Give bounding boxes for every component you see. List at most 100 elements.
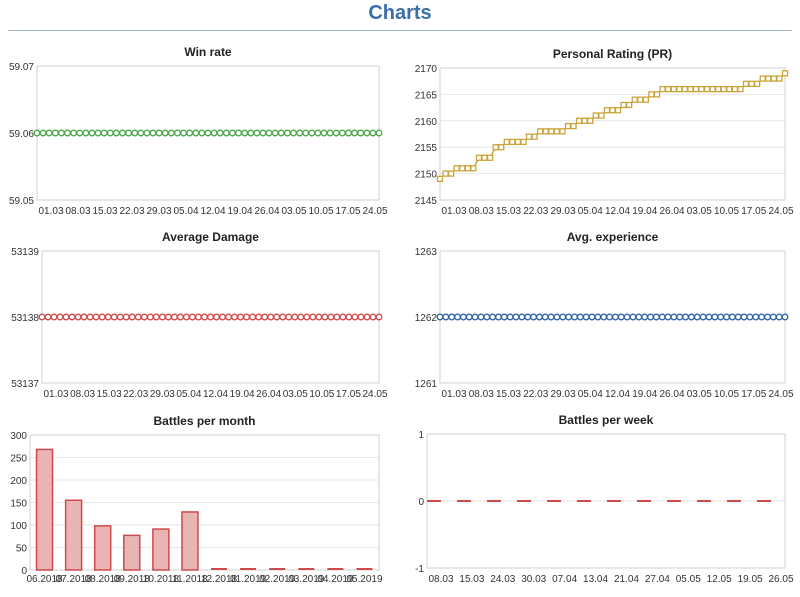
data-point: [436, 175, 444, 183]
data-point: [442, 313, 450, 321]
x-tick-label: 19.04: [632, 206, 657, 217]
data-point: [500, 313, 508, 321]
x-tick-label: 26.04: [659, 389, 684, 400]
x-tick-label: 08.03: [70, 389, 95, 400]
data-point: [518, 313, 526, 321]
data-point: [620, 101, 627, 109]
data-point: [520, 138, 527, 146]
x-tick-label: 19.04: [227, 206, 252, 217]
data-point: [614, 107, 622, 114]
data-point: [635, 313, 643, 321]
data-point: [629, 313, 637, 321]
x-tick-label: 30.03: [521, 574, 546, 585]
x-tick-label: 12.04: [605, 206, 630, 217]
data-point: [746, 313, 754, 321]
chart-title: Battles per week: [559, 413, 654, 427]
bar: [152, 528, 170, 571]
data-point: [664, 313, 672, 321]
data-point: [475, 154, 483, 161]
data-point: [781, 70, 789, 77]
x-tick-label: 17.05: [741, 206, 766, 217]
data-point: [754, 80, 761, 87]
chart-title: Average Damage: [162, 230, 259, 244]
bar: [64, 499, 83, 571]
data-point: [459, 313, 467, 321]
y-tick-label: 59.07: [9, 62, 34, 73]
bar: [181, 511, 199, 571]
data-point: [483, 313, 491, 321]
x-tick-label: 08.03: [469, 206, 494, 217]
plot-frame: [439, 67, 786, 201]
x-tick-label: 11.2018: [172, 574, 208, 585]
data-point: [775, 313, 783, 321]
x-tick-label: 17.05: [741, 389, 766, 400]
data-point: [535, 313, 543, 321]
data-point: [770, 75, 778, 82]
y-tick-label: 2155: [415, 143, 438, 154]
x-tick-label: 13.04: [583, 574, 608, 585]
y-tick-label: 0: [418, 497, 424, 508]
data-point: [465, 313, 473, 321]
title-divider: [8, 30, 792, 31]
data-point: [464, 165, 471, 172]
y-tick-label: 1: [418, 430, 424, 441]
data-point: [531, 133, 538, 140]
data-point: [676, 313, 684, 321]
x-tick-label: 07.04: [552, 574, 577, 585]
data-point: [592, 112, 599, 119]
data-point: [698, 85, 705, 93]
data-point: [575, 117, 583, 124]
x-tick-label: 19.05: [738, 574, 763, 585]
x-tick-label: 05.04: [173, 206, 198, 217]
x-tick-label: 26.04: [254, 206, 279, 217]
x-tick-label: 08.2018: [85, 574, 122, 585]
data-point: [776, 75, 783, 82]
data-point: [682, 313, 690, 321]
data-point: [541, 313, 549, 321]
data-point: [598, 112, 605, 119]
x-tick-label: 08.03: [65, 206, 90, 217]
data-point: [781, 313, 789, 321]
x-tick-label: 10.05: [714, 389, 739, 400]
y-tick-label: 50: [16, 544, 28, 555]
data-point: [711, 313, 719, 321]
data-point: [709, 85, 716, 93]
data-point: [492, 144, 499, 151]
x-tick-label: 24.05: [768, 389, 793, 400]
data-point: [600, 313, 608, 321]
chart-battles-per-week: Battles per week 1 0 -1 08.03 15.03 24.03 30.03…: [415, 413, 794, 585]
data-point: [726, 85, 733, 93]
x-tick-label: 09.2018: [114, 574, 151, 585]
x-tick-label: 17.05: [335, 206, 360, 217]
x-tick-label: 05.2019: [346, 574, 383, 585]
data-point: [626, 101, 633, 109]
data-point: [481, 154, 488, 161]
x-tick-label: 02.2019: [259, 574, 296, 585]
x-tick-label: 15.03: [97, 389, 122, 400]
x-tick-label: 03.2019: [288, 574, 325, 585]
x-tick-label: 05.04: [578, 206, 603, 217]
x-tick-label: 22.03: [119, 206, 144, 217]
x-tick-label: 08.03: [428, 574, 453, 585]
data-point: [470, 165, 477, 172]
data-point: [570, 122, 577, 130]
x-tick-label: 22.03: [523, 206, 548, 217]
x-tick-label: 03.05: [281, 206, 306, 217]
data-point: [617, 313, 625, 321]
x-tick-label: 24.05: [362, 389, 387, 400]
page-title: Charts: [368, 2, 432, 24]
x-tick-label: 12.05: [707, 574, 732, 585]
data-point: [641, 313, 649, 321]
x-tick-label: 15.03: [92, 206, 117, 217]
x-tick-label: 10.05: [714, 206, 739, 217]
data-point: [647, 313, 654, 321]
data-point: [530, 313, 538, 321]
data-point: [542, 128, 549, 135]
data-point: [693, 313, 701, 321]
x-tick-label: 29.03: [146, 206, 171, 217]
x-tick-label: 17.05: [336, 389, 361, 400]
data-point: [670, 313, 678, 321]
x-tick-label: 10.05: [309, 389, 334, 400]
x-tick-label: 26.04: [256, 389, 281, 400]
